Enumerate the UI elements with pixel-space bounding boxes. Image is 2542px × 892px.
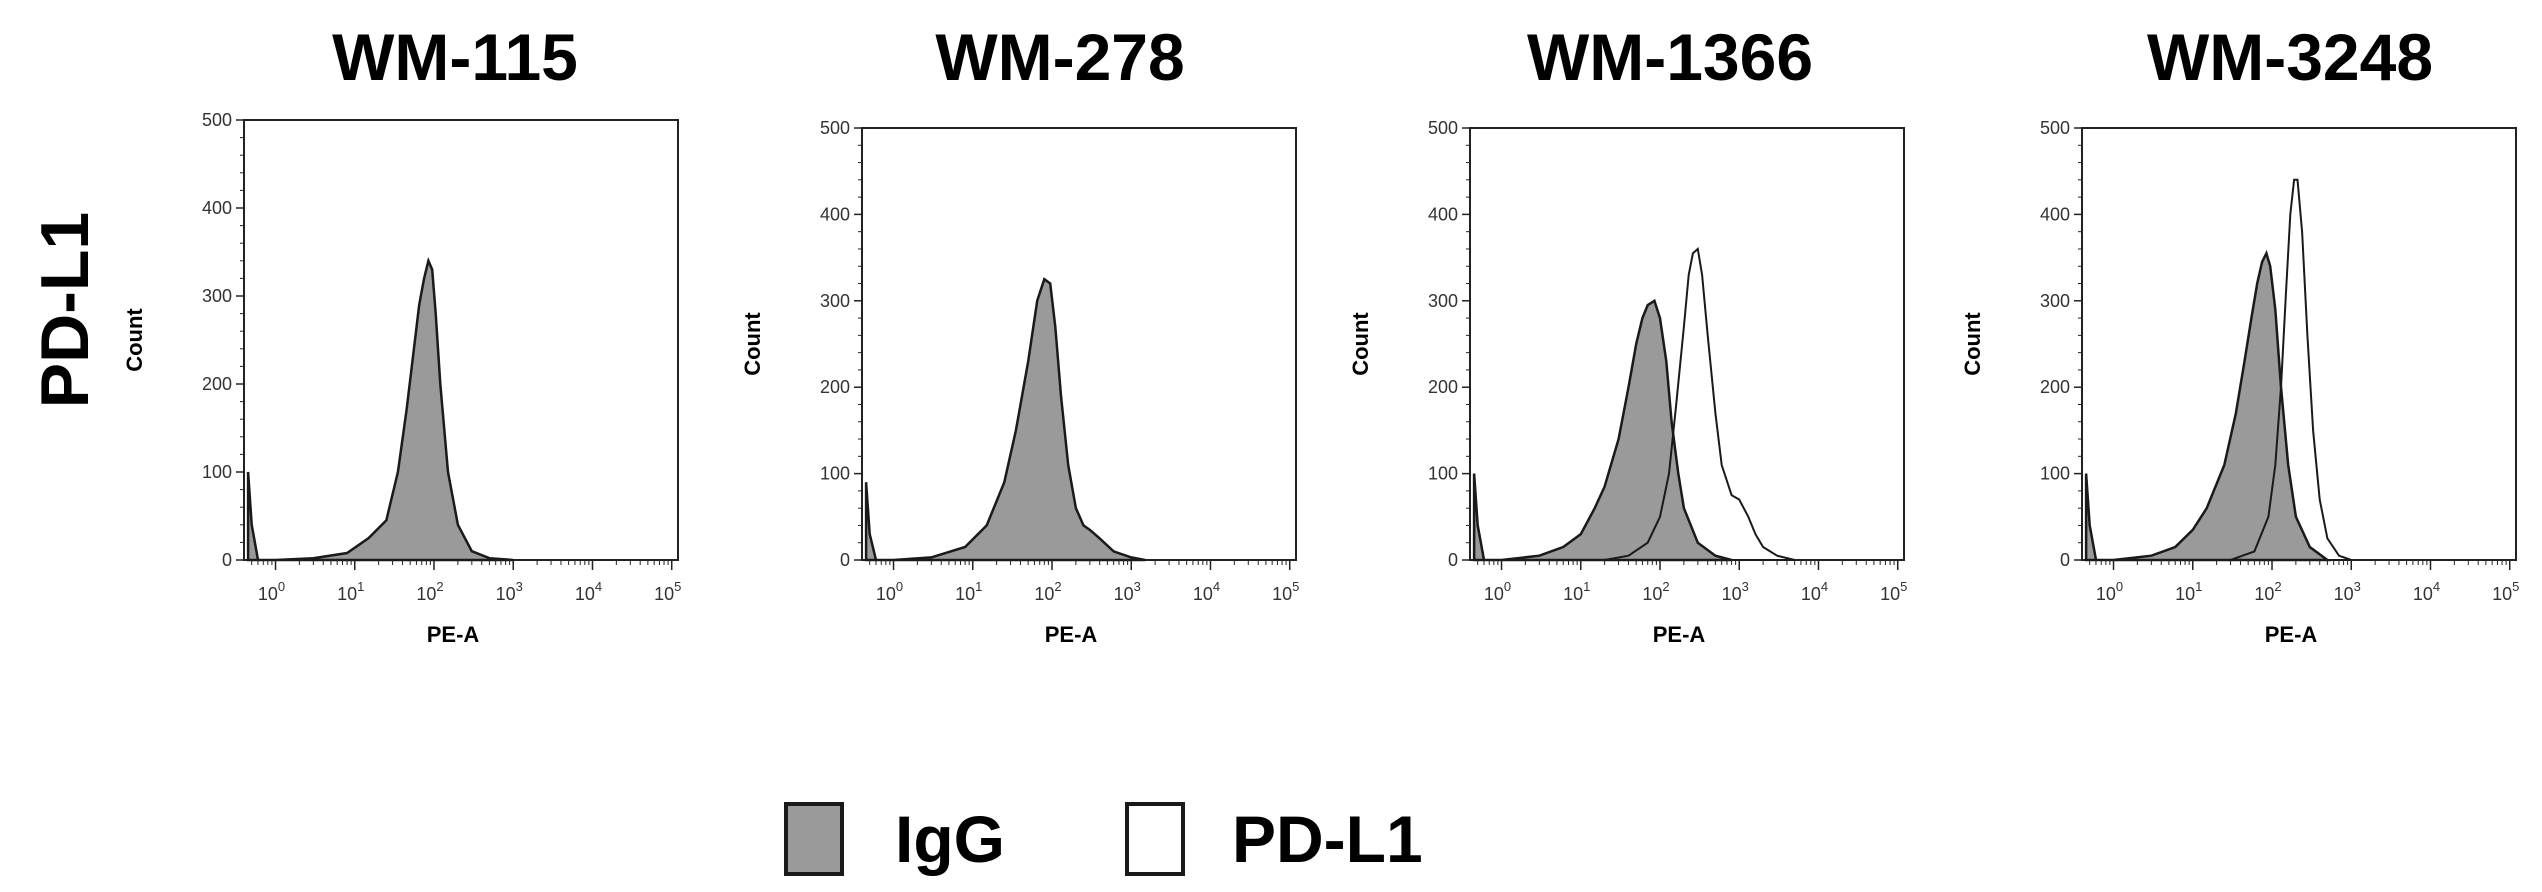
legend-label-igg: IgG [895, 802, 1005, 876]
x-tick-label: 101 [2175, 579, 2202, 604]
x-axis-label: PE-A [2265, 622, 2318, 647]
plot-frame [243, 119, 679, 561]
y-tick-label: 100 [820, 464, 850, 484]
legend-swatch-pdl1 [1125, 802, 1185, 876]
x-tick-label: 100 [258, 579, 285, 604]
panel-1: WM-278 0 100 200 300 400 500 100 101 102 103 104 105… [740, 20, 1299, 647]
x-tick-label: 103 [496, 579, 523, 604]
x-tick-label: 103 [1114, 579, 1141, 604]
x-axis-label: PE-A [427, 622, 480, 647]
y-tick-label: 300 [820, 291, 850, 311]
x-tick-label: 103 [2334, 579, 2361, 604]
y-tick-label: 300 [2040, 291, 2070, 311]
x-tick-label: 105 [2492, 579, 2519, 604]
x-tick-label: 105 [1272, 579, 1299, 604]
y-tick-label: 0 [2060, 550, 2070, 570]
x-tick-label: 104 [1801, 579, 1828, 604]
y-tick-label: 100 [2040, 464, 2070, 484]
x-tick-label: 100 [876, 579, 903, 604]
x-tick-label: 104 [2413, 579, 2440, 604]
x-tick-label: 102 [416, 579, 443, 604]
y-tick-label: 0 [1448, 550, 1458, 570]
panels: WM-115 0 100 200 300 400 500 100 101 102 103 104 105… [122, 20, 2519, 647]
x-tick-label: 104 [1193, 579, 1220, 604]
legend-label-pdl1: PD-L1 [1232, 802, 1423, 876]
plot-frame [861, 127, 1297, 561]
x-tick-label: 102 [1034, 579, 1061, 604]
x-tick-label: 102 [2254, 579, 2281, 604]
series-pdl1-histogram [2085, 178, 2352, 561]
x-axis-label: PE-A [1653, 622, 1706, 647]
x-tick-label: 101 [337, 579, 364, 604]
y-tick-label: 500 [1428, 118, 1458, 138]
series-igg-histogram [864, 277, 1146, 562]
y-tick-label: 500 [202, 110, 232, 130]
y-tick-label: 500 [820, 118, 850, 138]
panel-title: WM-3248 [2147, 20, 2433, 94]
x-tick-label: 104 [575, 579, 602, 604]
y-tick-label: 100 [1428, 464, 1458, 484]
x-axis-label: PE-A [1045, 622, 1098, 647]
y-tick-label: 200 [2040, 377, 2070, 397]
y-tick-label: 200 [202, 374, 232, 394]
y-tick-label: 400 [1428, 204, 1458, 224]
y-tick-label: 400 [202, 198, 232, 218]
y-tick-label: 200 [820, 377, 850, 397]
panel-title: WM-115 [332, 20, 578, 94]
x-tick-label: 101 [955, 579, 982, 604]
legend-swatch-igg [784, 802, 844, 876]
panel-title: WM-1366 [1527, 20, 1813, 94]
row-label: PD-L1 [27, 212, 103, 408]
y-axis-label: Count [122, 308, 147, 372]
panel-2: WM-1366 0 100 200 300 400 500 100 101 102 103 104 10… [1348, 20, 1907, 647]
y-tick-label: 100 [202, 462, 232, 482]
y-tick-label: 300 [1428, 291, 1458, 311]
panel-title: WM-278 [935, 20, 1184, 94]
x-tick-label: 105 [654, 579, 681, 604]
series-igg-histogram [246, 256, 514, 562]
y-tick-label: 200 [1428, 377, 1458, 397]
series-igg-histogram [1472, 298, 1732, 562]
y-tick-label: 400 [820, 204, 850, 224]
y-tick-label: 0 [222, 550, 232, 570]
panel-3: WM-3248 0 100 200 300 400 500 100 101 102 103 104 10… [1960, 20, 2519, 647]
y-tick-label: 400 [2040, 204, 2070, 224]
x-tick-label: 101 [1563, 579, 1590, 604]
x-tick-label: 102 [1642, 579, 1669, 604]
y-axis-label: Count [1960, 312, 1985, 376]
series-pdl1-histogram [1473, 247, 1795, 561]
y-tick-label: 300 [202, 286, 232, 306]
x-tick-label: 100 [2096, 579, 2123, 604]
series-igg-histogram [2084, 249, 2332, 562]
y-axis-label: Count [1348, 312, 1373, 376]
y-axis-label: Count [740, 312, 765, 376]
x-tick-label: 103 [1722, 579, 1749, 604]
legend: IgG PD-L1 [784, 802, 1423, 876]
x-tick-label: 100 [1484, 579, 1511, 604]
y-tick-label: 0 [840, 550, 850, 570]
x-tick-label: 105 [1880, 579, 1907, 604]
plot-frame [1469, 127, 1905, 561]
y-tick-label: 500 [2040, 118, 2070, 138]
panel-0: WM-115 0 100 200 300 400 500 100 101 102 103 104 105… [122, 20, 681, 647]
